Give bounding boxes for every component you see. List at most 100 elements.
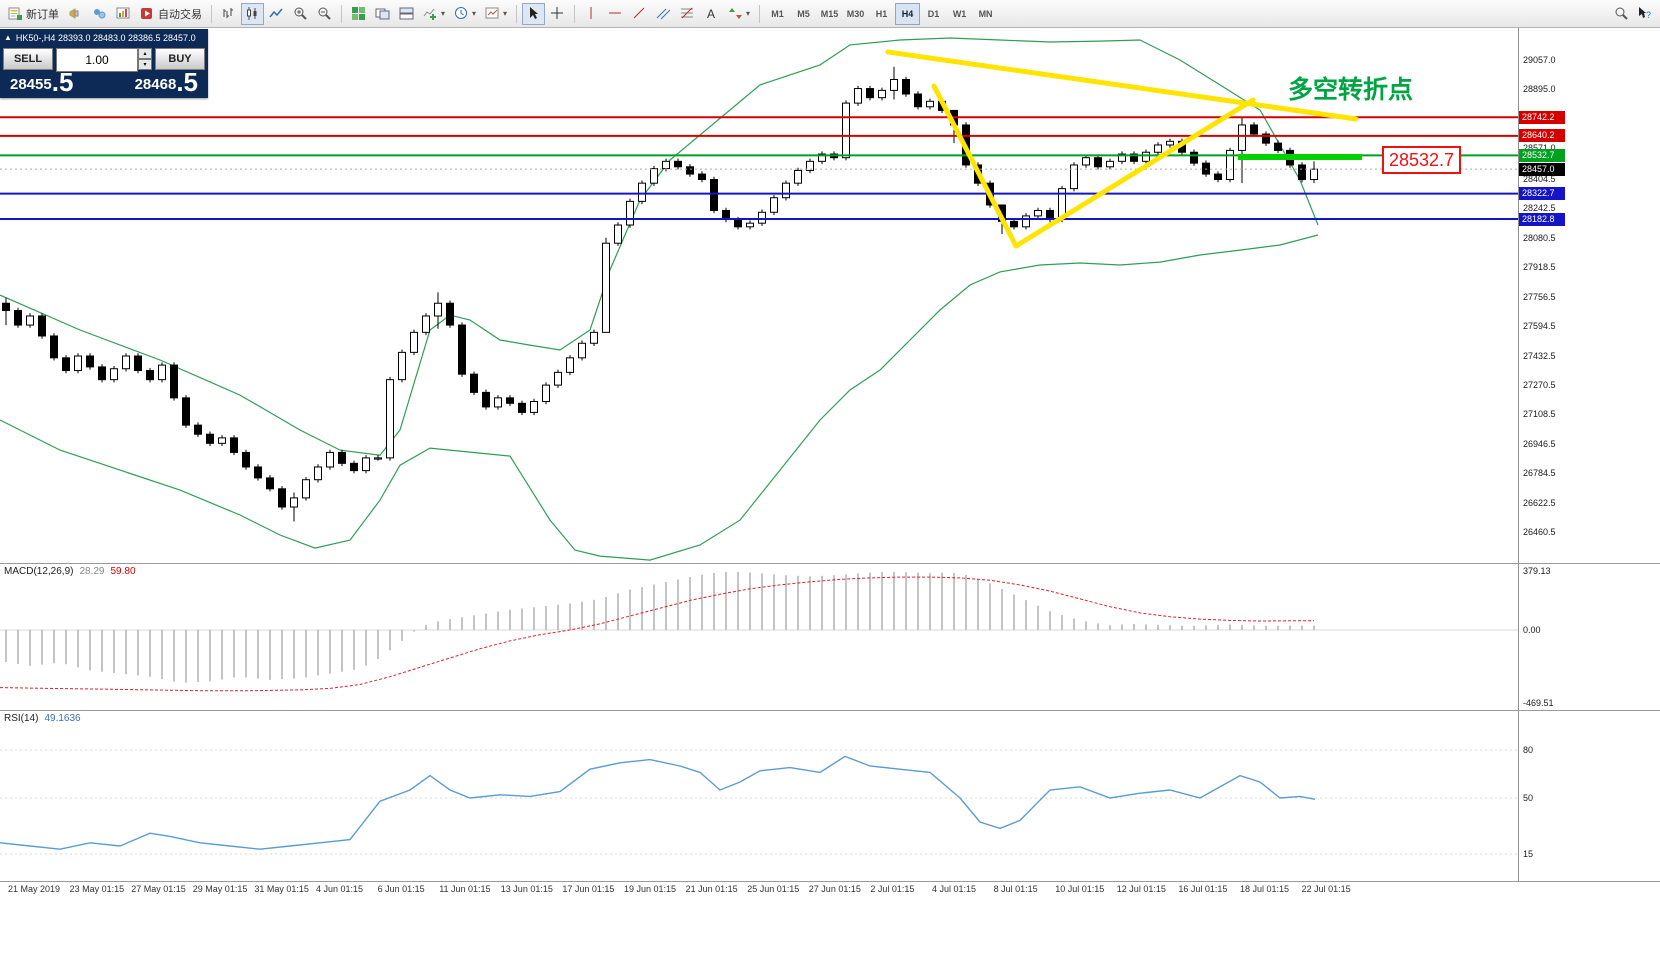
tile-windows-button[interactable] (347, 3, 370, 25)
dropdown-caret-icon: ▾ (503, 9, 508, 18)
macd-label: MACD(12,26,9) 28.29 59.80 (4, 566, 136, 577)
time-axis-label: 31 May 01:15 (254, 884, 309, 894)
time-axis-label: 27 Jun 01:15 (808, 884, 861, 894)
time-axis-label: 4 Jun 01:15 (316, 884, 364, 894)
bar-chart-button[interactable] (217, 3, 240, 25)
rsi-line (0, 755, 1316, 850)
text-tool-button[interactable]: A (700, 3, 723, 25)
time-axis-label: 23 May 01:15 (69, 884, 125, 894)
templates-button[interactable]: ▾ (481, 3, 511, 25)
strategy-tester-button[interactable] (112, 3, 135, 25)
candlestick-icon (247, 7, 257, 20)
strategy-tester-icon (116, 7, 130, 19)
cursor-tool-button[interactable] (522, 2, 546, 25)
zoom-in-button[interactable] (289, 3, 312, 25)
horizontal-line-icon (609, 12, 622, 14)
auto-trading-button[interactable]: 自动交易 (136, 3, 206, 25)
cascade-windows-icon (375, 8, 390, 20)
line-chart-icon (269, 8, 283, 18)
timeframe-D1[interactable]: D1 (921, 3, 946, 25)
text-icon: A (707, 7, 715, 21)
macd-scale-label: 379.13 (1523, 566, 1551, 576)
cursor-icon (530, 7, 539, 19)
line-chart-button[interactable] (265, 3, 288, 25)
timeframe-M15[interactable]: M15 (817, 3, 842, 25)
buy-price: 28468.5 (134, 67, 198, 97)
price-axis-label: 28404.5 (1523, 173, 1556, 184)
trendline-objects[interactable] (885, 49, 1359, 249)
level-price-chip: 28742.2 (1519, 110, 1565, 124)
level-price-chip: 28532.7 (1519, 148, 1565, 162)
macd-rsi-separator[interactable] (0, 710, 1660, 711)
timeframe-H1[interactable]: H1 (869, 3, 894, 25)
horizontal-line-tool-button[interactable] (604, 3, 627, 25)
buy-button[interactable]: BUY (155, 48, 205, 70)
arrows-icon (729, 8, 743, 19)
arrange-windows-button[interactable] (395, 3, 418, 25)
timeframe-M30[interactable]: M30 (843, 3, 868, 25)
search-button[interactable] (1610, 3, 1633, 25)
time-axis-label: 27 May 01:15 (131, 884, 186, 894)
time-axis-label: 16 Jul 01:15 (1178, 884, 1228, 894)
periods-button[interactable]: ▾ (450, 3, 480, 25)
top-toolbar: 新订单 自动交易 ▾ ▾ ▾ A ▾ M1 M5 M15 M30 H1 H4 D1 W1 MN … (0, 0, 1660, 28)
price-axis-border (1518, 28, 1519, 881)
time-axis-label: 11 Jun 01:15 (439, 884, 491, 894)
candlestick-chart-button[interactable] (241, 2, 264, 25)
timeframe-M1[interactable]: M1 (765, 3, 790, 25)
rsi-scale-label: 50 (1523, 793, 1534, 803)
dropdown-caret-icon: ▾ (746, 9, 751, 18)
bar-chart-icon (223, 8, 233, 18)
bollinger-bands (0, 37, 1319, 561)
search-icon (1615, 7, 1628, 20)
data-window-button[interactable] (88, 3, 111, 25)
indicators-add-icon (423, 8, 436, 20)
candlesticks (2, 66, 1318, 522)
trendline-tool-button[interactable] (628, 3, 651, 25)
timeframe-MN[interactable]: MN (973, 3, 998, 25)
crosshair-icon (551, 7, 564, 19)
alerts-button[interactable] (64, 3, 87, 25)
crosshair-tool-button[interactable] (546, 3, 569, 25)
indicators-button[interactable]: ▾ (419, 3, 449, 25)
zoom-out-button[interactable] (313, 3, 336, 25)
time-axis-label: 25 Jun 01:15 (747, 884, 800, 894)
price-axis-label: 27918.5 (1523, 262, 1556, 273)
channel-tool-button[interactable] (652, 3, 675, 25)
time-axis-label: 19 Jun 01:15 (624, 884, 677, 894)
chart-macd-separator[interactable] (0, 563, 1660, 564)
time-axis-label: 4 Jul 01:15 (932, 884, 977, 894)
timeframe-H4[interactable]: H4 (895, 2, 921, 25)
help-pointer-button[interactable]: ? (1633, 3, 1656, 25)
fibonacci-tool-button[interactable] (676, 3, 699, 25)
price-axis-label: 29057.0 (1523, 55, 1556, 65)
price-axis-label: 26784.5 (1523, 468, 1556, 479)
arrows-tool-button[interactable]: ▾ (724, 3, 754, 25)
volume-input[interactable] (56, 48, 138, 72)
vertical-line-tool-button[interactable] (580, 3, 603, 25)
template-icon (485, 7, 499, 19)
cascade-windows-button[interactable] (371, 3, 394, 25)
toolbar-separator (516, 4, 518, 23)
toolbar-separator (211, 4, 212, 23)
volume-down-button[interactable]: ▾ (138, 59, 152, 70)
sell-button[interactable]: SELL (3, 48, 53, 70)
timeframe-W1[interactable]: W1 (947, 3, 972, 25)
horn-icon (69, 8, 79, 19)
timeframe-M5[interactable]: M5 (791, 3, 816, 25)
volume-up-button[interactable]: ▴ (138, 48, 152, 59)
level-lines[interactable] (0, 116, 1518, 221)
new-order-icon (8, 7, 22, 20)
time-axis-label: 8 Jul 01:15 (993, 884, 1038, 894)
chart-symbol-ohlc: HK50-,H4 28393.0 28483.0 28386.5 28457.0 (15, 32, 196, 43)
price-axis-label: 26946.5 (1523, 438, 1556, 449)
data-window-icon (94, 9, 106, 19)
auto-trading-label: 自动交易 (158, 8, 202, 21)
price-axis-label: 27594.5 (1523, 321, 1556, 332)
time-axis-label: 21 May 2019 (8, 884, 61, 894)
time-axis-border (0, 881, 1660, 882)
collapse-panel-icon[interactable]: ▲ (4, 33, 12, 42)
trendline-icon (633, 7, 645, 19)
new-order-button[interactable]: 新订单 (4, 3, 63, 25)
